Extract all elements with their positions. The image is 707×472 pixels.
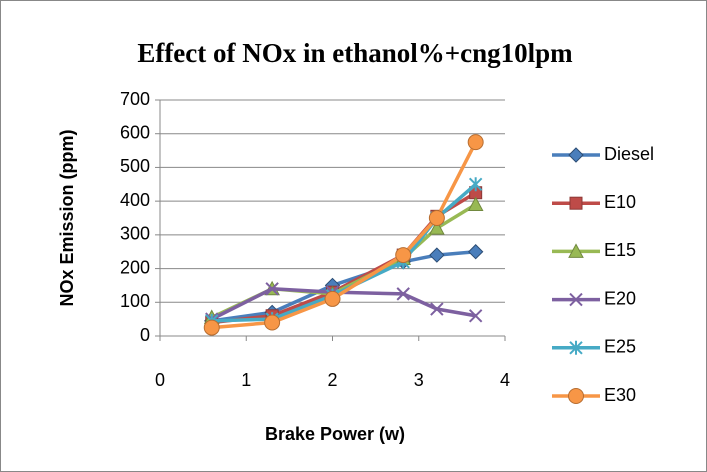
marker [569, 292, 583, 307]
legend-label: E30 [604, 385, 636, 405]
x-tick-label: 2 [327, 370, 337, 390]
marker [568, 243, 584, 258]
marker [203, 319, 220, 336]
y-axis-label: NOx Emission (ppm) [57, 129, 77, 306]
y-tick-label: 500 [120, 156, 150, 176]
marker [467, 196, 484, 212]
marker-shape [568, 388, 584, 404]
y-tick-label: 100 [120, 291, 150, 311]
marker-shape [568, 147, 584, 163]
marker-shape [429, 247, 445, 263]
legend-label: E25 [604, 337, 636, 357]
marker [324, 290, 341, 307]
marker-shape [569, 340, 583, 355]
marker [265, 282, 279, 296]
legend-label: E20 [604, 288, 636, 308]
marker-shape [468, 177, 483, 192]
marker-shape [265, 282, 279, 296]
legend-label: E15 [604, 240, 636, 260]
marker [468, 309, 483, 323]
marker [467, 244, 484, 260]
legend-label: E10 [604, 192, 636, 212]
x-tick-label: 1 [241, 370, 251, 390]
marker [569, 340, 583, 355]
marker [429, 220, 445, 235]
legend-label: Diesel [604, 144, 654, 164]
series-line [210, 287, 476, 321]
marker [428, 210, 445, 226]
marker [430, 302, 444, 316]
marker [568, 147, 584, 163]
marker-shape [396, 287, 410, 301]
x-tick-label: 0 [155, 370, 165, 390]
marker-shape [324, 290, 341, 307]
marker-shape [203, 319, 220, 336]
x-axis-label: Brake Power (w) [265, 424, 405, 444]
marker-shape [395, 247, 412, 264]
series-line [211, 141, 478, 330]
marker-shape [467, 196, 484, 212]
marker [569, 196, 583, 210]
marker-shape [264, 314, 281, 331]
marker-shape [430, 302, 444, 316]
marker-shape [569, 196, 583, 210]
marker-shape [467, 244, 484, 260]
x-tick-label: 4 [500, 370, 510, 390]
marker-shape [568, 243, 584, 258]
marker-shape [467, 134, 484, 151]
marker [429, 247, 445, 263]
y-tick-label: 400 [120, 190, 150, 210]
marker-shape [468, 309, 483, 323]
y-tick-label: 600 [120, 122, 150, 142]
y-tick-label: 0 [140, 325, 150, 345]
marker [395, 247, 412, 264]
marker-shape [429, 220, 445, 235]
marker [396, 287, 410, 301]
marker [467, 134, 484, 151]
y-tick-label: 700 [120, 89, 150, 109]
x-tick-label: 3 [414, 370, 424, 390]
marker [264, 314, 281, 331]
chart-title: Effect of NOx in ethanol%+cng10lpm [137, 38, 573, 68]
y-tick-label: 300 [120, 224, 150, 244]
marker-shape [569, 292, 583, 307]
marker [468, 177, 483, 192]
marker-shape [428, 210, 445, 226]
marker [568, 388, 584, 404]
y-tick-label: 200 [120, 257, 150, 277]
